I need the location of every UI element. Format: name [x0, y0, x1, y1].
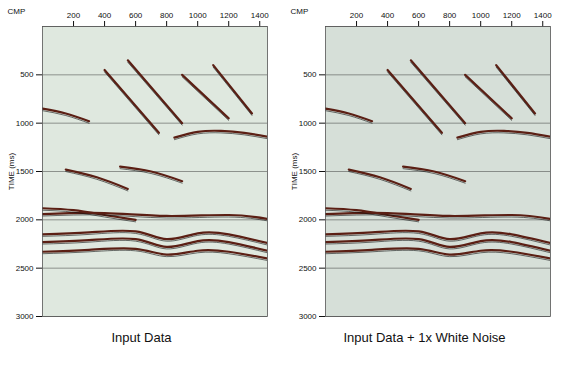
svg-text:1000: 1000: [189, 11, 207, 20]
svg-text:2000: 2000: [299, 215, 317, 224]
svg-text:1400: 1400: [251, 11, 269, 20]
svg-text:1500: 1500: [299, 167, 317, 176]
svg-text:500: 500: [303, 70, 317, 79]
svg-text:1000: 1000: [299, 119, 317, 128]
svg-text:1200: 1200: [220, 11, 238, 20]
svg-text:500: 500: [20, 70, 34, 79]
html-text:Input Data: Input Data: [111, 330, 172, 345]
svg-text:1000: 1000: [16, 119, 34, 128]
svg-text:CMP: CMP: [291, 7, 309, 16]
svg-text:200: 200: [67, 11, 81, 20]
svg-text:200: 200: [350, 11, 364, 20]
svg-text:2500: 2500: [299, 264, 317, 273]
svg-text:800: 800: [160, 11, 174, 20]
svg-text:600: 600: [129, 11, 143, 20]
svg-text:3000: 3000: [299, 312, 317, 321]
svg-text:2500: 2500: [16, 264, 34, 273]
svg-text:TIME (ms): TIME (ms): [7, 153, 16, 191]
svg-text:TIME (ms): TIME (ms): [290, 153, 299, 191]
svg-text:1400: 1400: [534, 11, 552, 20]
svg-text:2000: 2000: [16, 215, 34, 224]
svg-text:CMP: CMP: [8, 7, 26, 16]
svg-text:1500: 1500: [16, 167, 34, 176]
svg-text:1000: 1000: [472, 11, 490, 20]
svg-text:800: 800: [443, 11, 457, 20]
svg-text:400: 400: [381, 11, 395, 20]
svg-text:400: 400: [98, 11, 112, 20]
svg-text:3000: 3000: [16, 312, 34, 321]
html-text:Input Data + 1x White Noise: Input Data + 1x White Noise: [343, 330, 506, 345]
svg-text:1200: 1200: [503, 11, 521, 20]
svg-text:600: 600: [412, 11, 426, 20]
